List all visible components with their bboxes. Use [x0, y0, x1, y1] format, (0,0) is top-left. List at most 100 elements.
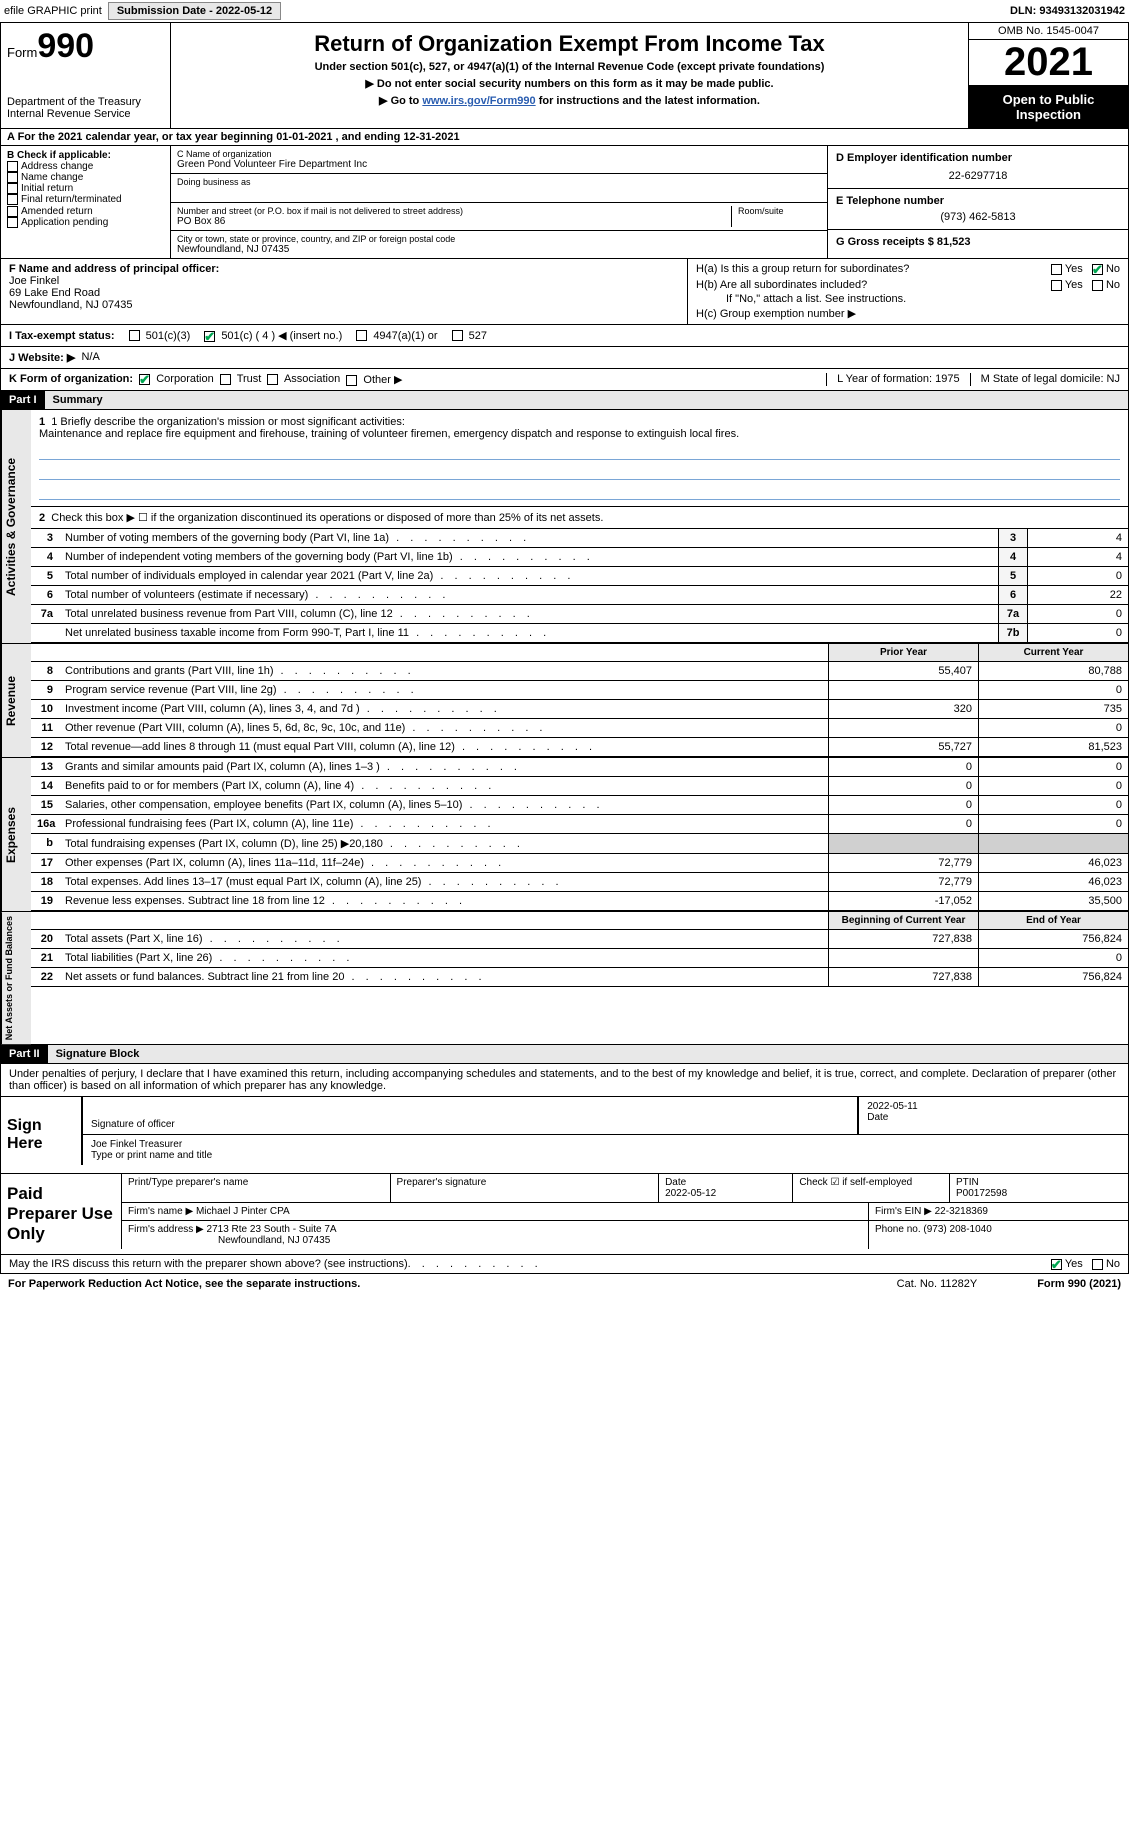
line-num: 22 — [31, 968, 59, 986]
opt-527: 527 — [469, 330, 487, 342]
line-text: Total expenses. Add lines 13–17 (must eq… — [59, 873, 828, 891]
k-corp: Corporation — [156, 373, 213, 385]
rev-line: 16a Professional fundraising fees (Part … — [31, 815, 1128, 834]
form-num-footer: 990 — [1068, 1278, 1086, 1290]
form-footer: Form 990 (2021) — [1037, 1278, 1121, 1290]
line-num: 21 — [31, 949, 59, 967]
mission-block: 1 1 Briefly describe the organization's … — [31, 410, 1128, 507]
checkbox-icon[interactable] — [220, 374, 231, 385]
end-year-hdr: End of Year — [978, 912, 1128, 929]
checkbox-icon[interactable] — [346, 375, 357, 386]
klm-row: K Form of organization: Corporation Trus… — [0, 369, 1129, 391]
line-num: 5 — [31, 567, 59, 585]
checkbox-icon[interactable] — [452, 330, 463, 341]
irs-link[interactable]: www.irs.gov/Form990 — [422, 95, 535, 107]
h-section: H(a) Is this a group return for subordin… — [688, 259, 1128, 324]
part2-bar: Part II Signature Block — [0, 1045, 1129, 1064]
pp-name: Print/Type preparer's name — [121, 1174, 390, 1203]
prior-year-value: 727,838 — [828, 930, 978, 948]
street-value: PO Box 86 — [177, 216, 731, 227]
checkbox-icon[interactable] — [1051, 264, 1062, 275]
subtitle-1: Under section 501(c), 527, or 4947(a)(1)… — [177, 61, 962, 73]
summary-line: Net unrelated business taxable income fr… — [31, 624, 1128, 643]
form-header: Form990 Department of the Treasury Inter… — [0, 23, 1129, 129]
rev-line: 15 Salaries, other compensation, employe… — [31, 796, 1128, 815]
hb-note: If "No," attach a list. See instructions… — [696, 293, 1120, 305]
checkbox-icon[interactable] — [1092, 280, 1103, 291]
checkbox-checked-icon[interactable] — [139, 374, 150, 385]
current-year-value: 0 — [978, 815, 1128, 833]
i-label: I Tax-exempt status: — [9, 330, 115, 342]
line-num: 12 — [31, 738, 59, 756]
sign-here-body: Signature of officer 2022-05-11 Date Joe… — [81, 1097, 1128, 1173]
line-text: Total number of individuals employed in … — [59, 567, 998, 585]
prior-year-value: 320 — [828, 700, 978, 718]
checkbox-icon[interactable] — [356, 330, 367, 341]
line-text: Grants and similar amounts paid (Part IX… — [59, 758, 828, 776]
yes-label: Yes — [1065, 263, 1083, 275]
checkbox-icon[interactable] — [7, 172, 18, 183]
checkbox-checked-icon[interactable] — [1051, 1259, 1062, 1270]
city-value: Newfoundland, NJ 07435 — [177, 244, 821, 255]
checkbox-icon[interactable] — [7, 161, 18, 172]
pp-firm-name-row: Firm's name ▶ Michael J Pinter CPA Firm'… — [121, 1203, 1128, 1221]
summary-line: 4 Number of independent voting members o… — [31, 548, 1128, 567]
header-center: Return of Organization Exempt From Incom… — [171, 23, 968, 128]
line-num: 17 — [31, 854, 59, 872]
submission-date-button[interactable]: Submission Date - 2022-05-12 — [108, 2, 281, 20]
line-text: Total number of volunteers (estimate if … — [59, 586, 998, 604]
sig-date-value: 2022-05-11 — [867, 1101, 1120, 1112]
hb-label: H(b) Are all subordinates included? — [696, 279, 867, 291]
sig-row-1: Signature of officer 2022-05-11 Date — [81, 1097, 1128, 1135]
current-year-value: 0 — [978, 777, 1128, 795]
m-state: M State of legal domicile: NJ — [970, 373, 1120, 386]
checkbox-icon[interactable] — [129, 330, 140, 341]
expenses-section: Expenses 13 Grants and similar amounts p… — [0, 758, 1129, 912]
current-year-value: 0 — [978, 681, 1128, 699]
checkbox-icon[interactable] — [267, 374, 278, 385]
line-num: 14 — [31, 777, 59, 795]
line-box: 4 — [998, 548, 1028, 566]
vtab-expenses: Expenses — [1, 758, 31, 911]
checkbox-checked-icon[interactable] — [204, 331, 215, 342]
beginning-year-hdr: Beginning of Current Year — [828, 912, 978, 929]
pp-sig: Preparer's signature — [390, 1174, 659, 1203]
open-to-public: Open to Public Inspection — [969, 86, 1128, 128]
checkbox-icon[interactable] — [7, 206, 18, 217]
pp-self-emp-label: Check ☑ if self-employed — [799, 1177, 912, 1188]
line-num: 11 — [31, 719, 59, 737]
pp-self-emp: Check ☑ if self-employed — [792, 1174, 949, 1203]
pp-date-label: Date — [665, 1177, 686, 1188]
f-label: F Name and address of principal officer: — [9, 263, 679, 275]
part1-label: Part I — [1, 391, 45, 409]
rev-line: 22 Net assets or fund balances. Subtract… — [31, 968, 1128, 987]
checkbox-checked-icon[interactable] — [1092, 264, 1103, 275]
line-text: Total unrelated business revenue from Pa… — [59, 605, 998, 623]
checkbox-icon[interactable] — [7, 183, 18, 194]
year-footer: 2021 — [1093, 1278, 1117, 1290]
net-header: Beginning of Current Year End of Year — [31, 912, 1128, 930]
checkbox-icon[interactable] — [7, 217, 18, 228]
k-assoc: Association — [284, 373, 340, 385]
line-text: Total fundraising expenses (Part IX, col… — [59, 834, 828, 853]
checkbox-icon[interactable] — [7, 194, 18, 205]
part2-label: Part II — [1, 1045, 48, 1063]
checkbox-icon[interactable] — [1092, 1259, 1103, 1270]
line-text: Salaries, other compensation, employee b… — [59, 796, 828, 814]
bottom-footer: For Paperwork Reduction Act Notice, see … — [0, 1274, 1129, 1294]
checkbox-icon[interactable] — [1051, 280, 1062, 291]
phone-label: E Telephone number — [836, 195, 1120, 207]
b-item: Application pending — [7, 217, 164, 228]
org-name-cell: C Name of organization Green Pond Volunt… — [171, 146, 827, 174]
summary-line: 5 Total number of individuals employed i… — [31, 567, 1128, 586]
firm-ein-label: Firm's EIN ▶ — [875, 1206, 932, 1217]
current-year-value: 46,023 — [978, 854, 1128, 872]
b-item-label: Final return/terminated — [21, 195, 122, 206]
line-num: 13 — [31, 758, 59, 776]
paid-preparer-body: Print/Type preparer's name Preparer's si… — [121, 1174, 1128, 1254]
irs-label: Internal Revenue Service — [7, 108, 164, 120]
city-cell: City or town, state or province, country… — [171, 231, 827, 258]
pp-firm-addr-row: Firm's address ▶ 2713 Rte 23 South - Sui… — [121, 1221, 1128, 1249]
tax-status-row: I Tax-exempt status: 501(c)(3) 501(c) ( … — [0, 325, 1129, 347]
sig-officer-label: Signature of officer — [91, 1119, 849, 1130]
